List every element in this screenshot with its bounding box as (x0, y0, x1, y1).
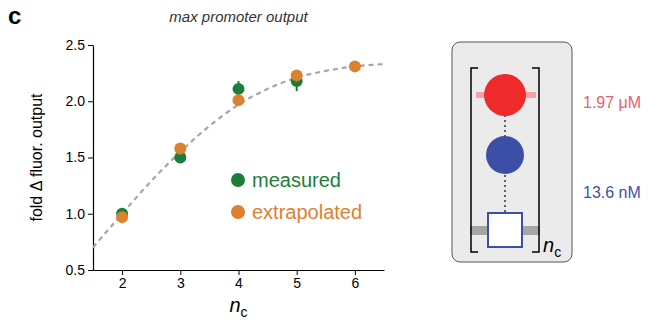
legend-entry: measured (231, 169, 341, 191)
diagram-box (452, 42, 572, 262)
y-tick: 1.5 (66, 149, 93, 165)
x-axis: 2 3 4 5 6 (94, 270, 385, 291)
binding-site (488, 213, 522, 247)
y-axis-label: fold Δ fluor. output (28, 93, 45, 222)
point (349, 60, 361, 72)
y-tick-label: 1.0 (66, 206, 86, 222)
point (291, 69, 303, 81)
legend-marker (231, 173, 245, 187)
legend: measured extrapolated (231, 169, 362, 223)
red-circle (484, 74, 526, 116)
point (233, 94, 245, 106)
x-axis-label: nc (229, 294, 247, 320)
panel-label: c (8, 2, 21, 29)
x-tick-label: 3 (177, 275, 185, 291)
y-tick: 0.5 (66, 262, 93, 278)
x-tick: 3 (177, 270, 185, 291)
y-tick: 2.5 (66, 37, 93, 53)
point (233, 83, 245, 95)
blue-circle (486, 136, 524, 174)
legend-entry: extrapolated (231, 201, 362, 223)
legend-label: extrapolated (252, 201, 362, 223)
x-tick-label: 4 (235, 275, 243, 291)
legend-label: measured (252, 169, 341, 191)
x-tick: 6 (352, 270, 360, 291)
annotation: 1.97 μM (583, 94, 641, 111)
y-tick: 1.0 (66, 206, 93, 222)
axis-line (93, 46, 94, 271)
chart: c max promoter output 2 3 4 5 6 0.5 1.0 1.5 2.0 2.5… (0, 0, 670, 325)
y-tick: 2.0 (66, 93, 93, 109)
bracket (471, 68, 539, 252)
legend-marker (231, 205, 245, 219)
plot-area (93, 60, 384, 247)
point (174, 143, 186, 155)
x-tick: 2 (119, 270, 127, 291)
y-tick-mark (88, 214, 93, 215)
annotation: 13.6 nM (583, 184, 641, 201)
fit-line (93, 64, 384, 247)
y-tick-mark (88, 158, 93, 159)
y-tick-mark (88, 270, 93, 271)
y-tick-mark (88, 45, 93, 46)
y-tick-mark (88, 101, 93, 102)
x-tick: 4 (235, 270, 243, 291)
annotation: nc (543, 234, 561, 260)
point (116, 211, 128, 223)
x-tick-label: 6 (352, 275, 360, 291)
title: max promoter output (169, 8, 308, 25)
x-tick: 5 (293, 270, 301, 291)
y-tick-label: 0.5 (66, 262, 86, 278)
y-tick-label: 1.5 (66, 149, 86, 165)
x-tick-label: 2 (119, 275, 127, 291)
x-tick-label: 5 (293, 275, 301, 291)
y-tick-label: 2.0 (66, 93, 86, 109)
y-tick-label: 2.5 (66, 37, 86, 53)
y-axis: 0.5 1.0 1.5 2.0 2.5 (66, 37, 94, 278)
diagram (452, 42, 572, 262)
